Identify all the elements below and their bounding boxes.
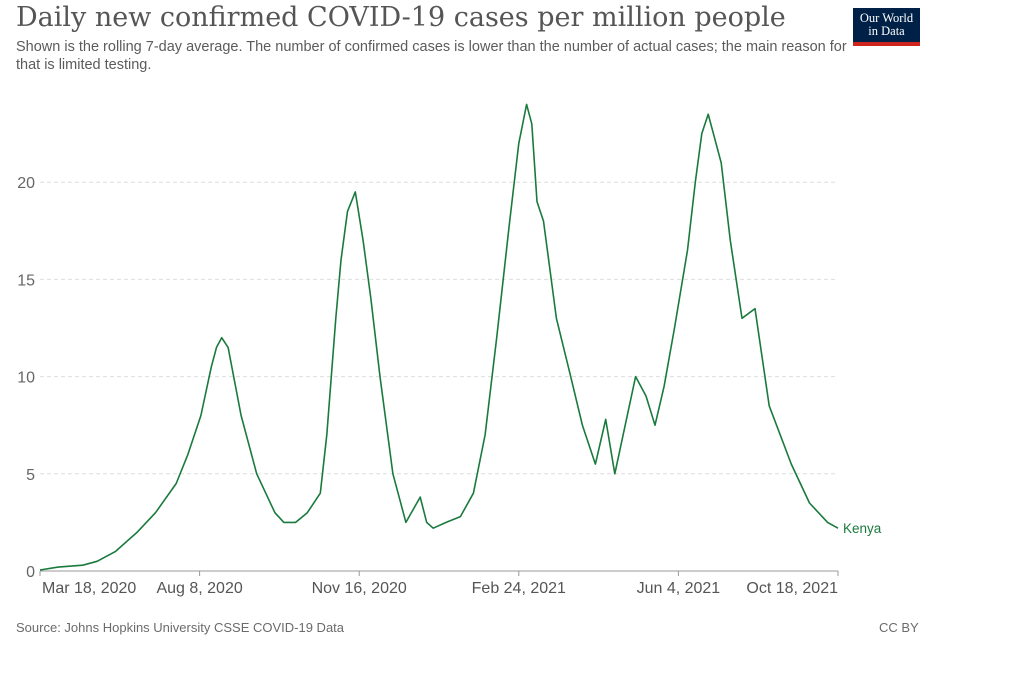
y-tick-label: 0 [26, 564, 35, 581]
y-tick-label: 15 [17, 272, 35, 289]
series-lines [39, 103, 839, 571]
logo-line-2: in Data [868, 24, 905, 38]
chart-title: Daily new confirmed COVID-19 cases per m… [16, 2, 786, 33]
license-note[interactable]: CC BY [879, 620, 919, 635]
series-labels: Kenya [843, 521, 882, 536]
grid-lines [40, 181, 838, 475]
y-axis-ticks: 0 5 10 15 20 [17, 175, 35, 581]
series-line-kenya[interactable] [39, 103, 839, 571]
chart-subtitle: Shown is the rolling 7-day average. The … [16, 39, 847, 73]
y-tick-label: 10 [17, 370, 35, 387]
x-tick-label: Feb 24, 2021 [472, 580, 566, 597]
y-tick-label: 20 [17, 175, 35, 192]
x-tick-label: Nov 16, 2020 [312, 580, 407, 597]
x-tick-label: Jun 4, 2021 [637, 580, 721, 597]
x-tick-label: Oct 18, 2021 [746, 580, 838, 597]
x-tick-label: Aug 8, 2020 [156, 580, 242, 597]
series-label: Kenya [843, 521, 882, 536]
x-tick-label: Mar 18, 2020 [42, 580, 136, 597]
source-note[interactable]: Source: Johns Hopkins University CSSE CO… [16, 620, 345, 635]
logo-line-1: Our World [859, 11, 914, 25]
owid-logo[interactable]: Our World in Data [853, 8, 920, 46]
x-axis-ticks: Mar 18, 2020 Aug 8, 2020 Nov 16, 2020 Feb 2… [39, 571, 839, 597]
y-tick-label: 5 [26, 467, 35, 484]
